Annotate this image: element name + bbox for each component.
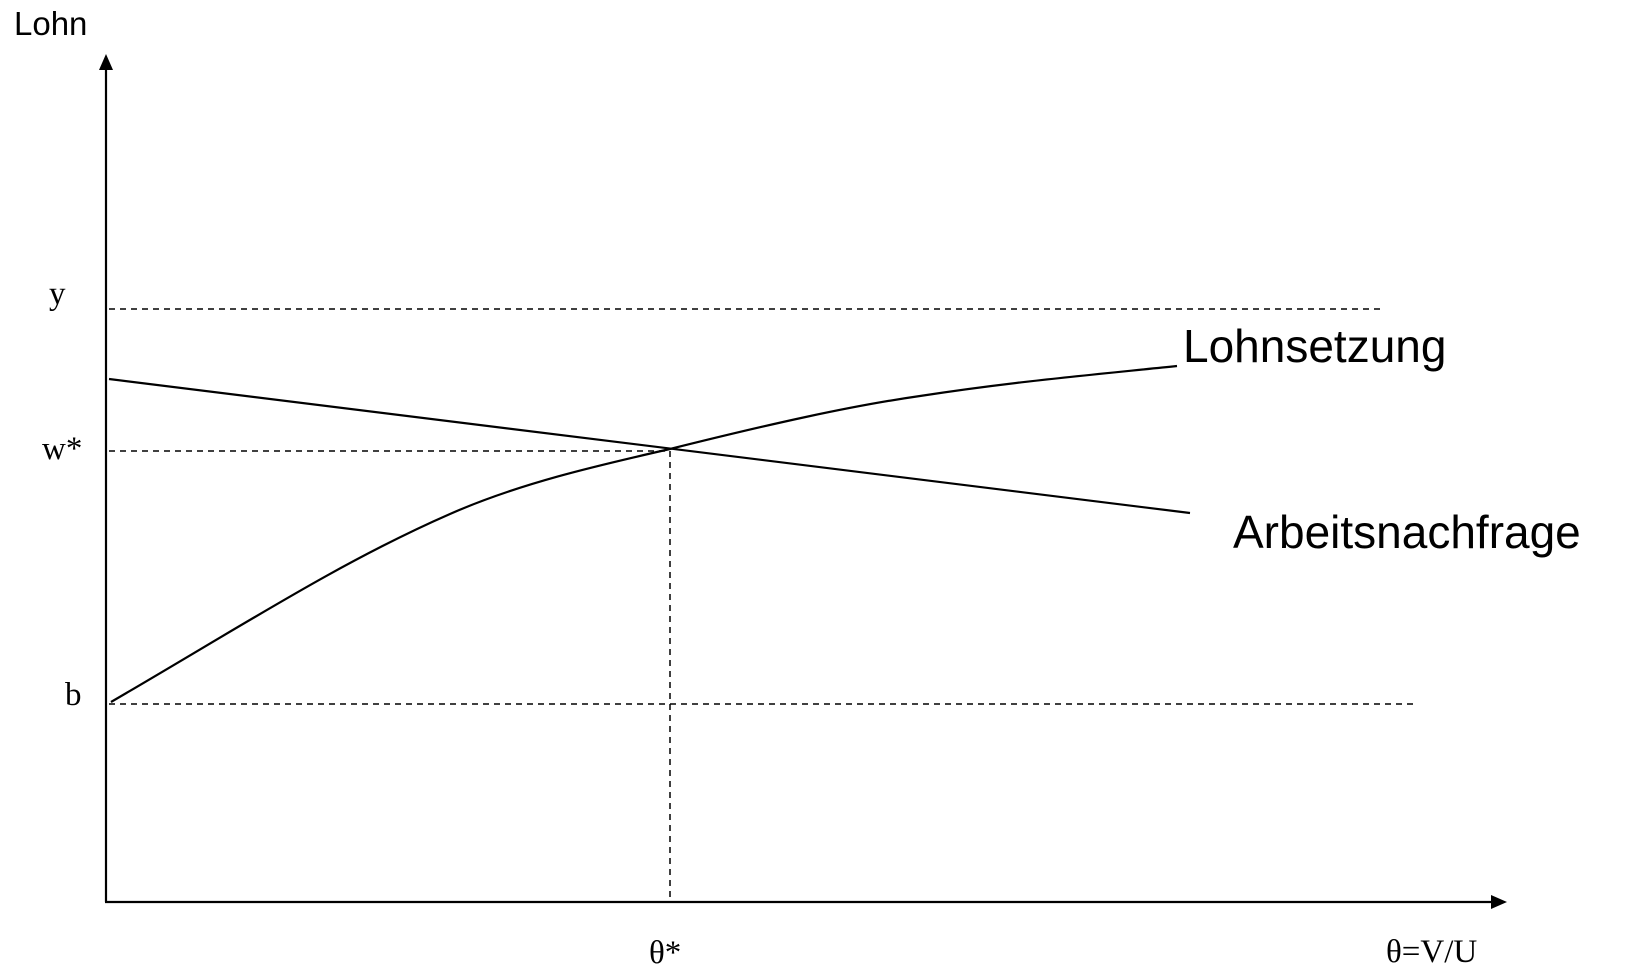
x-axis-label: θ=V/U xyxy=(1386,934,1477,965)
y-axis-label: Lohn xyxy=(14,5,87,42)
labor-demand-label: Arbeitsnachfrage xyxy=(1233,506,1581,558)
wage-setting-curve xyxy=(110,364,1178,703)
y-level-label: y xyxy=(49,276,66,312)
wage-setting-label: Lohnsetzung xyxy=(1183,320,1446,372)
theta-star-label: θ* xyxy=(649,935,681,965)
y-axis-arrowhead xyxy=(99,54,113,70)
w-star-label: w* xyxy=(42,431,82,467)
labor-demand-curve xyxy=(108,377,1191,515)
x-axis-arrowhead xyxy=(1491,895,1507,909)
b-level-label: b xyxy=(65,677,82,713)
